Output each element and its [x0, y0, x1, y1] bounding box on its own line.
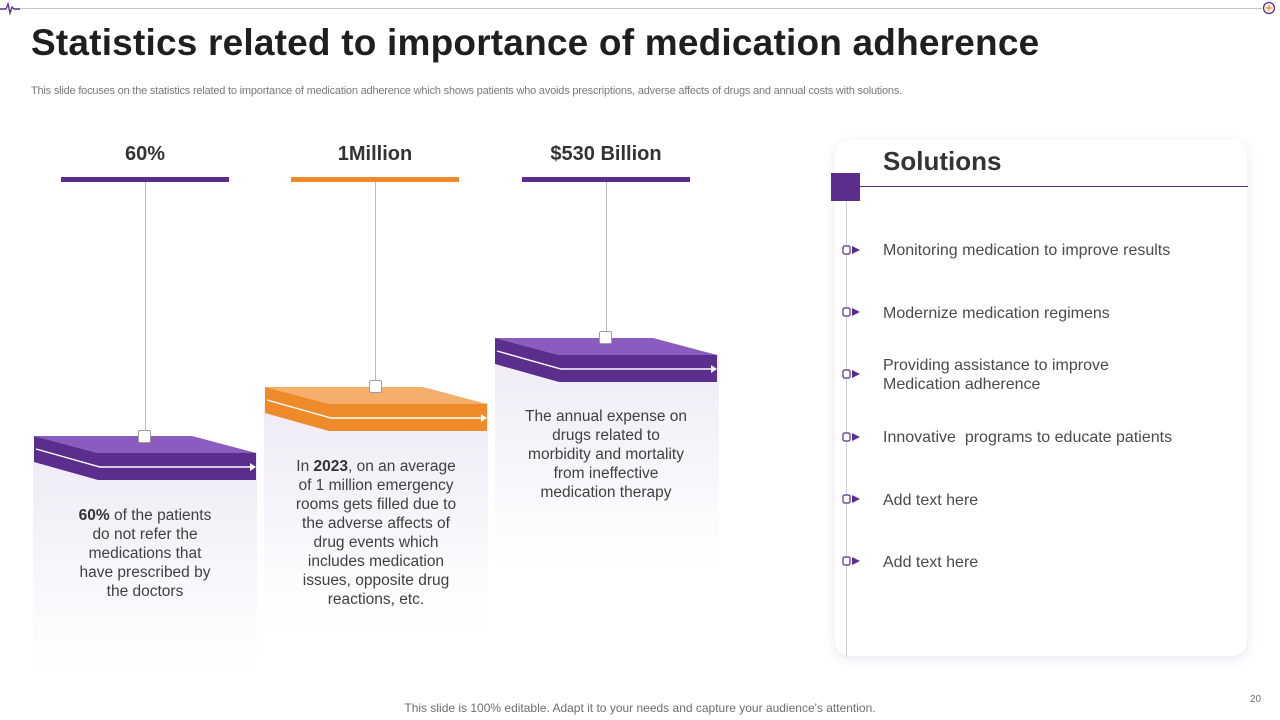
- stat-text-2-bold: 2023: [313, 458, 348, 475]
- stat-value-2: 1Million: [337, 143, 413, 165]
- solutions-title: Solutions: [883, 146, 1002, 176]
- stat-text-3: The annual expense on drugs related to m…: [524, 408, 688, 501]
- stat-dot-1: [138, 430, 151, 443]
- stat-text-1-bold: 60%: [78, 507, 110, 524]
- solution-item-1: Monitoring medication to improve results: [883, 242, 1171, 259]
- stat-text-1-rest: of the patients do not refer the medicat…: [79, 507, 212, 600]
- solution-item-5: Add text here: [883, 492, 979, 509]
- page-subtitle: This slide focuses on the statistics rel…: [31, 85, 902, 97]
- stat-value-3: $530 Billion: [550, 143, 662, 165]
- stat-card-2: [264, 403, 488, 633]
- stat-text-2: In 2023, on an average of 1 million emer…: [288, 457, 464, 609]
- stat-text-2-pre: In: [296, 458, 314, 475]
- stat-text-1: 60% of the patients do not refer the med…: [70, 506, 220, 601]
- stat-bar-3: [522, 177, 690, 182]
- stat-text-2-rest: , on an average of 1 million emergency r…: [295, 458, 457, 608]
- bullet-arrow-icon: [842, 494, 860, 504]
- target-icon: [1262, 1, 1276, 15]
- stat-block-2: [265, 387, 487, 431]
- bullet-arrow-icon: [842, 369, 860, 379]
- pulse-icon: [0, 1, 20, 15]
- solutions-underline: [860, 186, 1248, 187]
- stat-card-1: [33, 452, 257, 672]
- stat-block-3: [495, 338, 717, 382]
- page-number: 20: [1250, 694, 1262, 705]
- solutions-panel: [835, 140, 1247, 656]
- bullet-arrow-icon: [842, 307, 860, 317]
- bullet-arrow-icon: [842, 556, 860, 566]
- solution-item-4: Innovative programs to educate patients: [883, 429, 1173, 446]
- stat-dot-2: [369, 380, 382, 393]
- page-title: Statistics related to importance of medi…: [31, 22, 1040, 63]
- solution-item-3: Providing assistance to improve Medicati…: [883, 357, 1109, 393]
- stat-bar-1: [61, 177, 229, 182]
- solutions-timeline: [846, 201, 847, 657]
- stat-card-3: [495, 354, 719, 569]
- solution-item-2: Modernize medication regimens: [883, 305, 1110, 322]
- footer-note: This slide is 100% editable. Adapt it to…: [404, 701, 876, 715]
- stat-connector-3: [606, 182, 607, 339]
- solution-item-6: Add text here: [883, 554, 979, 571]
- stat-value-1: 60%: [124, 143, 166, 165]
- bullet-arrow-icon: [842, 245, 860, 255]
- stat-dot-3: [599, 331, 612, 344]
- stat-connector-2: [375, 182, 376, 387]
- top-divider: [18, 8, 1262, 9]
- stat-block-1: [34, 436, 256, 480]
- solutions-marker: [831, 173, 860, 201]
- bullet-arrow-icon: [842, 432, 860, 442]
- stat-bar-2: [291, 177, 459, 182]
- stat-connector-1: [145, 182, 146, 437]
